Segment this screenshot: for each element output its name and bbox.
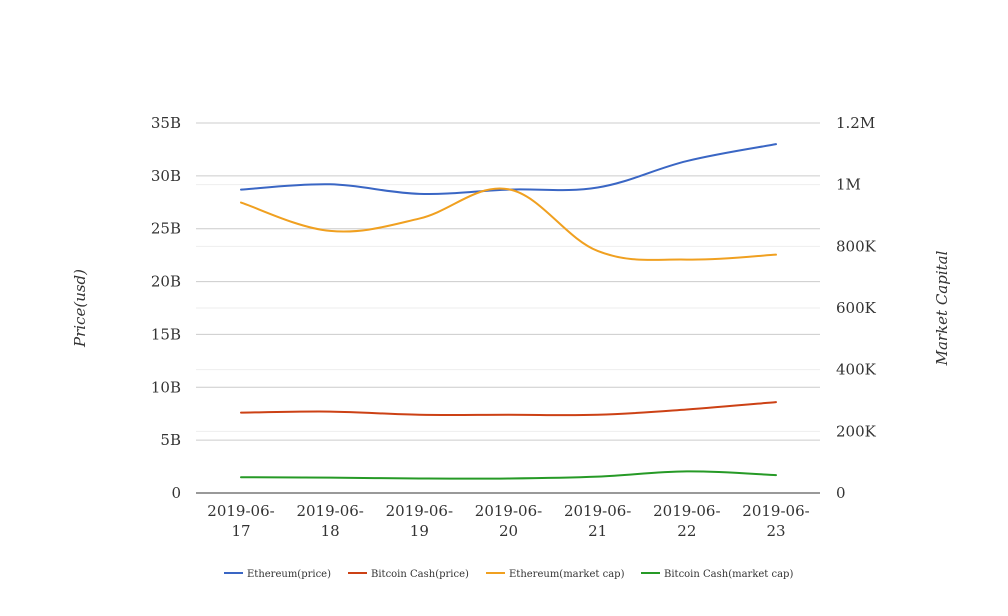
legend-label: Bitcoin Cash(price) [371,569,469,580]
right-tick-label: 400K [836,361,877,379]
left-tick-label: 15B [151,325,181,343]
x-tick-label-line: 2019-06- [564,502,631,520]
x-tick-label: 2019-06- 22 [653,502,720,540]
x-tick-label-line: 17 [231,522,250,540]
right-tick-label: 1M [836,176,861,194]
x-tick-label-line: 22 [677,522,696,540]
series-lines [240,143,777,480]
right-tick-label: 0 [836,484,846,502]
legend-label: Bitcoin Cash(market cap) [664,569,793,580]
left-axis-title: Price(usd) [71,269,89,348]
x-tick-label-line: 2019-06- [207,502,274,520]
x-tick-label: 2019-06- 18 [296,502,363,540]
legend-label: Ethereum(market cap) [509,569,625,580]
right-tick-label: 800K [836,237,877,255]
x-tick-label: 2019-06- 23 [742,502,809,540]
series-line-ethereum-market-cap [240,187,777,261]
right-tick-label: 1.2M [836,114,875,132]
x-tick-label-line: 18 [321,522,340,540]
x-tick-label: 2019-06- 20 [475,502,542,540]
x-tick-label: 2019-06- 19 [386,502,453,540]
left-tick-label: 0 [171,484,181,502]
x-tick-label-line: 2019-06- [742,502,809,520]
x-tick-label-line: 21 [588,522,607,540]
series-line-ethereum-price [240,143,777,195]
right-tick-label: 200K [836,422,877,440]
major-gridlines [196,122,820,441]
left-axis-ticks: 0 5B 10B 15B 20B 25B 30B 35B [151,114,181,502]
right-axis-title: Market Capital [933,250,951,366]
right-axis-ticks: 0 200K 400K 600K 800K 1M 1.2M [836,114,877,502]
x-tick-label-line: 2019-06- [475,502,542,520]
left-tick-label: 25B [151,220,181,238]
x-tick-label-line: 20 [499,522,518,540]
left-tick-label: 10B [151,378,181,396]
series-line-bitcoin-cash-price [240,401,777,417]
x-tick-label-line: 2019-06- [386,502,453,520]
left-tick-label: 30B [151,167,181,185]
left-tick-label: 35B [151,114,181,132]
x-tick-label-line: 2019-06- [296,502,363,520]
legend-label: Ethereum(price) [247,569,331,580]
left-tick-label: 5B [160,431,181,449]
x-tick-label-line: 2019-06- [653,502,720,520]
left-tick-label: 20B [151,273,181,291]
x-axis-ticks: 2019-06-172019-06-182019-06-192019-06-20… [207,502,809,540]
right-tick-label: 600K [836,299,877,317]
x-tick-label-line: 23 [766,522,785,540]
x-tick-label: 2019-06- 17 [207,502,274,540]
legend: Ethereum(price) Bitcoin Cash(price) Ethere… [224,569,793,580]
minor-gridlines [196,122,820,432]
series-line-bitcoin-cash-market-cap [240,470,777,480]
x-tick-label-line: 19 [410,522,429,540]
x-tick-label: 2019-06- 21 [564,502,631,540]
